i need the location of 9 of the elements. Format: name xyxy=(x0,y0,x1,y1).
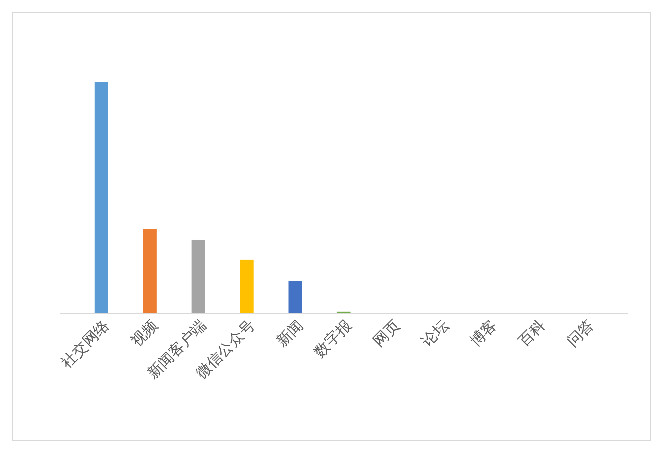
x-tick-label: 网页 xyxy=(371,318,404,350)
x-tick-label: 百科 xyxy=(516,317,550,350)
x-tick-label: 社交网络 xyxy=(58,317,113,372)
x-tick-label: 问答 xyxy=(564,317,598,350)
x-tick-label: 数字报 xyxy=(311,317,356,362)
x-tick-label: 论坛 xyxy=(418,317,452,350)
x-tick-label: 博客 xyxy=(467,317,501,350)
x-tick-label: 视频 xyxy=(128,317,162,350)
x-tick-label: 新闻 xyxy=(274,317,307,350)
